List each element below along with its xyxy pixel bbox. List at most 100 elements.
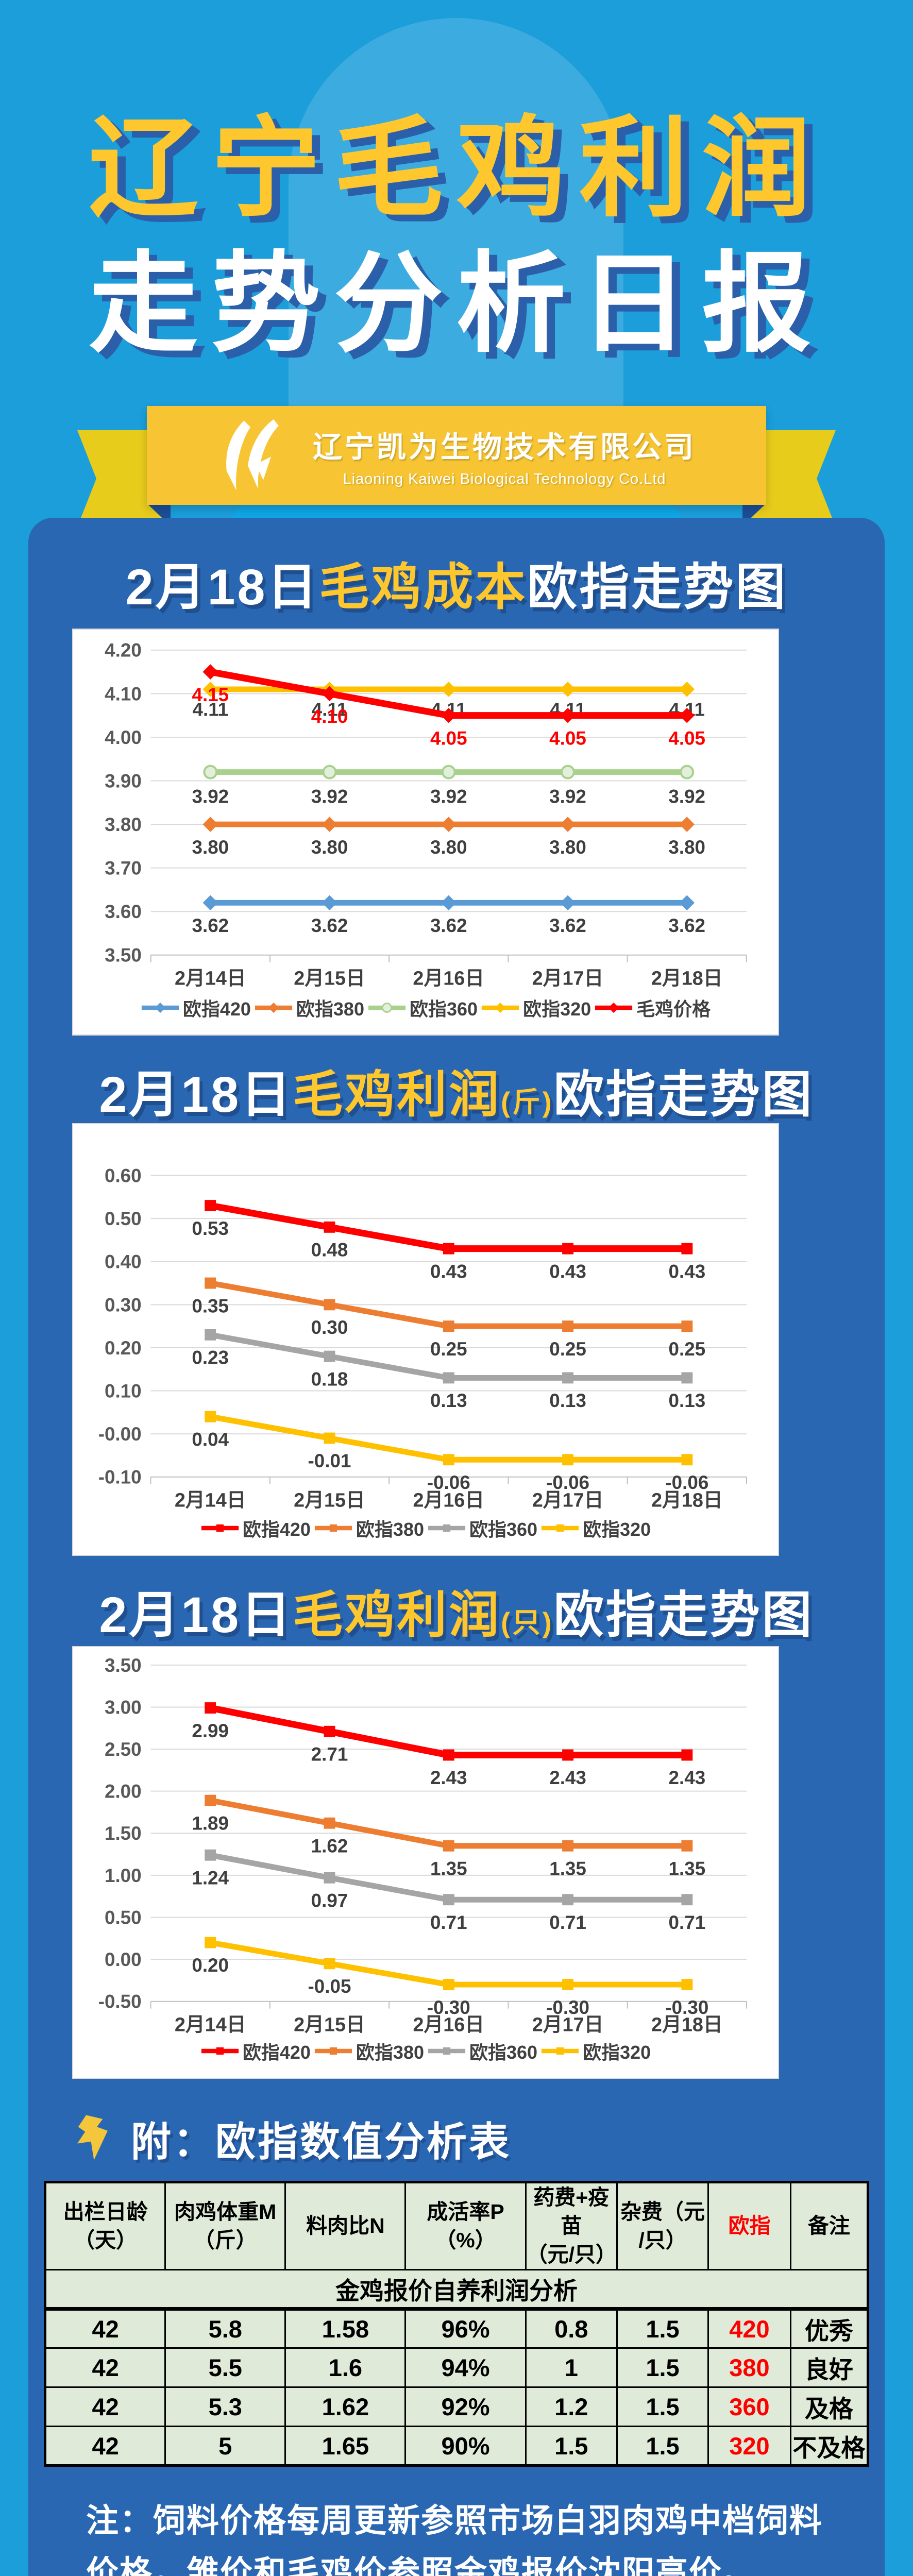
svg-text:2月16日: 2月16日 (413, 2014, 484, 2036)
data-label: 3.80 (430, 837, 467, 858)
svg-text:2月15日: 2月15日 (294, 2014, 365, 2036)
company-banner: 辽宁凯为生物技术有限公司 Liaoning Kaiwei Biological … (147, 406, 766, 505)
chart-legend: 欧指420 欧指380 欧指360 欧指320 毛鸡价格 (73, 994, 778, 1021)
legend-marker-icon (595, 1002, 633, 1013)
svg-text:3.00: 3.00 (105, 1697, 142, 1718)
title-suffix: 欧指走势图 (527, 559, 788, 615)
line-chart-cost: 4.20 4.10 4.00 3.90 3.80 3.70 3.60 3.50 2月14日 2月1… (73, 630, 778, 1035)
table-cell: 94% (404, 2347, 527, 2388)
table-cell: 1.2 (525, 2386, 618, 2428)
data-label: 0.35 (192, 1295, 229, 1316)
legend-item-欧指360: 欧指360 (427, 2038, 537, 2064)
svg-text:2月15日: 2月15日 (294, 1489, 365, 1511)
data-label: 2.43 (669, 1767, 706, 1788)
legend-label: 欧指380 (296, 998, 364, 1020)
table-row: 42 5 1.65 90% 1.5 1.5 320 不及格 (44, 2426, 869, 2467)
footnote: 注：饲料价格每周更新参照市场白羽肉鸡中档饲料 价格，雏价和毛鸡价参照金鸡报价沈阳… (86, 2503, 823, 2576)
legend-marker-icon (368, 1003, 406, 1013)
series-欧指420: 0.53 0.48 0.43 0.43 0.43 (192, 1200, 705, 1282)
table-row: 42 5.5 1.6 94% 1 1.5 380 良好 (44, 2347, 869, 2388)
data-label: -0.30 (546, 1997, 589, 2018)
title-prefix: 2月18日 (125, 559, 319, 615)
legend-label: 欧指360 (469, 2042, 538, 2063)
title-highlight: 毛鸡成本 (319, 559, 528, 615)
table-cell: 1.5 (616, 2308, 709, 2349)
svg-text:2月14日: 2月14日 (175, 968, 246, 989)
company-text: 辽宁凯为生物技术有限公司 Liaoning Kaiwei Biological … (313, 423, 696, 488)
chart-card-profit-jin: 0.60 0.50 0.40 0.30 0.20 0.10 -0.00 -0.10 2月14日 2… (72, 1123, 779, 1556)
legend-label: 欧指360 (409, 998, 478, 1020)
title-highlight: 毛鸡利润 (293, 1066, 501, 1123)
legend-item-欧指420: 欧指420 (141, 994, 251, 1021)
table-cell: 5.5 (164, 2347, 286, 2388)
svg-text:3.80: 3.80 (105, 814, 142, 835)
data-label: 0.25 (669, 1338, 706, 1360)
svg-text:-0.50: -0.50 (98, 1991, 142, 2012)
analysis-heading: 附：欧指数值分析表 (77, 2110, 511, 2167)
legend-label: 欧指360 (469, 1519, 538, 1540)
data-label: 3.80 (549, 837, 586, 858)
table-cell: 0.8 (525, 2308, 618, 2349)
title-prefix: 2月18日 (99, 1587, 293, 1643)
legend-item-欧指320: 欧指320 (540, 1515, 651, 1541)
title-highlight: 毛鸡利润 (293, 1587, 501, 1643)
section-title-profit-jin: 2月18日毛鸡利润(斤)欧指走势图 (28, 1054, 885, 1126)
legend-marker-icon (201, 2047, 239, 2055)
svg-text:4.10: 4.10 (105, 683, 142, 704)
table-title-row: 金鸡报价自养利润分析 (44, 2269, 869, 2311)
data-label: 1.35 (430, 1858, 467, 1879)
data-label: 0.04 (192, 1429, 229, 1450)
table-cell: 5.3 (164, 2386, 286, 2428)
data-label: 3.62 (311, 915, 348, 936)
series-欧指380: 3.80 3.80 3.80 3.80 3.80 (192, 817, 705, 858)
data-label: 4.10 (311, 706, 348, 727)
legend-label: 欧指380 (356, 2042, 424, 2063)
table-cell: 1.5 (525, 2426, 618, 2467)
column-header: 料肉比N (284, 2181, 407, 2271)
table-cell: 不及格 (789, 2426, 869, 2467)
legend-marker-icon (428, 2047, 466, 2055)
data-label: 2.43 (430, 1767, 467, 1788)
table-cell: 380 (707, 2347, 791, 2388)
table-cell: 1 (525, 2347, 618, 2388)
svg-text:2月18日: 2月18日 (651, 968, 723, 989)
legend-item-欧指380: 欧指380 (314, 2038, 424, 2064)
series-欧指380: 1.89 1.62 1.35 1.35 1.35 (192, 1794, 705, 1879)
data-label: 2.99 (192, 1720, 229, 1741)
svg-text:3.50: 3.50 (105, 1655, 142, 1676)
legend-label: 欧指320 (583, 1519, 651, 1540)
svg-text:2月18日: 2月18日 (651, 2014, 723, 2036)
legend-item-欧指320: 欧指320 (540, 2038, 651, 2064)
data-label: 3.80 (192, 837, 229, 858)
legend-label: 欧指320 (583, 2042, 651, 2063)
data-label: 0.43 (549, 1261, 586, 1282)
chart-legend: 欧指420 欧指380 欧指360 欧指320 (73, 2038, 778, 2064)
title-prefix: 2月18日 (99, 1066, 293, 1123)
svg-text:0.20: 0.20 (105, 1337, 142, 1359)
data-label: 0.43 (669, 1261, 706, 1282)
data-label: 4.05 (549, 727, 586, 749)
data-label: 0.53 (192, 1218, 229, 1239)
column-header: 药费+疫苗 （元/只） (525, 2181, 618, 2271)
chart-card-cost: 4.20 4.10 4.00 3.90 3.80 3.70 3.60 3.50 2月14日 2月1… (72, 629, 779, 1036)
title-suffix: 欧指走势图 (553, 1587, 814, 1643)
data-label: 0.13 (430, 1390, 467, 1411)
data-label: 3.80 (668, 837, 705, 858)
table-cell: 1.5 (616, 2426, 709, 2467)
legend-marker-icon (541, 2047, 579, 2055)
line-chart-profit-jin: 0.60 0.50 0.40 0.30 0.20 0.10 -0.00 -0.10 2月14日 2… (73, 1124, 778, 1555)
data-label: -0.30 (427, 1997, 470, 2018)
data-label: 0.71 (549, 1912, 586, 1933)
title-unit: (斤) (501, 1087, 554, 1118)
table-cell: 96% (404, 2308, 527, 2349)
chart-legend: 欧指420 欧指380 欧指360 欧指320 (73, 1515, 778, 1541)
legend-item-欧指360: 欧指360 (367, 994, 478, 1021)
series-欧指320: 0.20 -0.05 -0.30 -0.30 -0.30 (192, 1937, 708, 2018)
chart-canvas: 0.60 0.50 0.40 0.30 0.20 0.10 -0.00 -0.10 2月14日 2… (98, 1165, 748, 1511)
table-cell: 良好 (789, 2347, 869, 2388)
data-label: 4.11 (193, 699, 229, 720)
table-cell: 5 (164, 2426, 286, 2467)
svg-text:2月15日: 2月15日 (294, 968, 365, 989)
data-label: 0.18 (311, 1368, 348, 1389)
series-欧指420: 3.62 3.62 3.62 3.62 3.62 (192, 895, 705, 936)
